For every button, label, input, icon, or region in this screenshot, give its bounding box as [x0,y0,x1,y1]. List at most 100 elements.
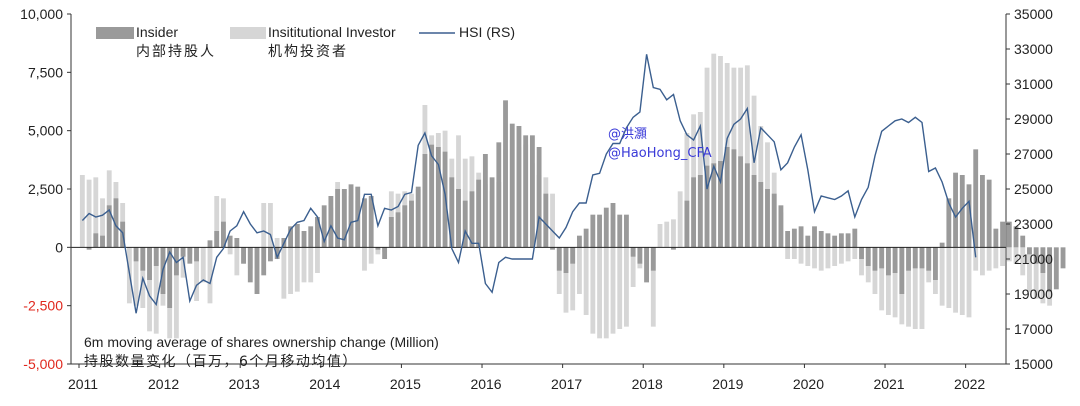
institutional-bar [919,247,925,329]
insider-bar [355,186,361,248]
institutional-bar [603,247,609,339]
right-tick-label: 35000 [1014,6,1053,22]
institutional-bar [597,247,602,339]
x-tick-label: 2019 [712,376,743,392]
insider-bar [603,207,609,248]
insider-bar [207,240,213,248]
insider-bar [1006,221,1012,248]
insider-bar [133,247,139,262]
institutional-bar [294,247,300,292]
insider-bar [543,193,549,248]
insider-bar [872,247,878,271]
insider-bar [274,247,280,259]
legend-institutional-label: Insititutional Investor [268,24,396,40]
insider-bar [805,235,811,248]
insider-bar [912,247,918,269]
institutional-bar [147,247,152,332]
right-tick-label: 17000 [1014,321,1053,337]
institutional-bar [664,221,670,248]
institutional-bar [671,219,676,248]
insider-bar [630,247,636,257]
insider-bar [583,228,589,248]
institutional-bar [308,247,314,283]
institutional-bar [718,56,723,248]
insider-bar [953,172,958,248]
insider-bar [879,247,885,269]
x-tick-label: 2012 [148,376,179,392]
insider-bar [422,154,428,248]
insider-bar [684,200,690,248]
insider-bar [315,217,320,248]
insider-bar [180,247,186,257]
insider-bar [704,165,710,248]
insider-bar [751,175,757,248]
institutional-bar [798,247,804,264]
institutional-bar [785,247,791,259]
insider-bar [986,179,992,248]
insider-bar [220,221,226,248]
insider-bar [529,135,535,248]
legend-insider-swatch [96,27,134,39]
right-tick-label: 23000 [1014,216,1053,232]
insider-bar [301,231,307,248]
institutional-bar [885,247,891,315]
insider-bar [456,189,461,248]
insider-bar [865,247,871,266]
insider-bar [758,182,764,248]
insider-bar [1027,247,1032,255]
institutional-bar [1020,247,1026,276]
institutional-bar [301,247,307,283]
insider-bar [563,247,569,273]
insider-bar [86,247,92,250]
insider-bar [227,235,233,248]
insider-bar [576,235,582,248]
institutional-bar [966,247,972,318]
institutional-bar [590,247,596,334]
right-tick-label: 15000 [1014,356,1053,372]
insider-bar [671,247,676,250]
insider-bar [341,189,347,248]
insider-bar [308,226,314,248]
institutional-bar [1000,247,1005,266]
insider-bar [234,238,240,248]
institutional-bar [1027,247,1032,292]
left-tick-label: -5,000 [23,356,63,372]
institutional-bar [207,247,213,304]
insider-bar [590,214,596,248]
institutional-bar [677,191,683,248]
right-tick-label: 29000 [1014,111,1053,127]
insider-bar [765,189,770,248]
insider-bar [624,214,629,248]
insider-bar [167,247,173,308]
insider-bar [536,147,542,248]
legend-institutional-swatch [230,27,266,39]
watermark-line-1: @洪灝 [608,126,647,142]
left-tick-label: 0 [55,239,63,255]
insider-bar [140,247,146,271]
insider-bar [744,163,750,248]
note-chinese: 持股数量变化（百万，6个月移动均值） [84,354,358,370]
institutional-bar [570,247,576,311]
insider-bar [697,175,703,248]
institutional-bar [274,238,280,248]
insider-bar [1000,221,1005,248]
institutional-bar [624,247,629,327]
insider-bar [261,247,267,276]
insider-bar [993,228,999,248]
insider-bar [100,235,105,248]
institutional-bar [650,247,656,327]
insider-bar [617,214,623,248]
insider-bar [791,228,797,248]
hsi-line [81,54,977,314]
right-tick-label: 19000 [1014,286,1053,302]
institutional-bar [973,247,979,271]
institutional-bar [315,247,320,273]
institutional-bar [791,247,797,259]
insider-bar [482,154,488,248]
institutional-bar [268,203,273,248]
institutional-bar [550,193,555,248]
institutional-bar [805,247,811,266]
insider-bar [113,198,119,248]
insider-bar [973,149,979,248]
insider-bar [194,247,199,262]
